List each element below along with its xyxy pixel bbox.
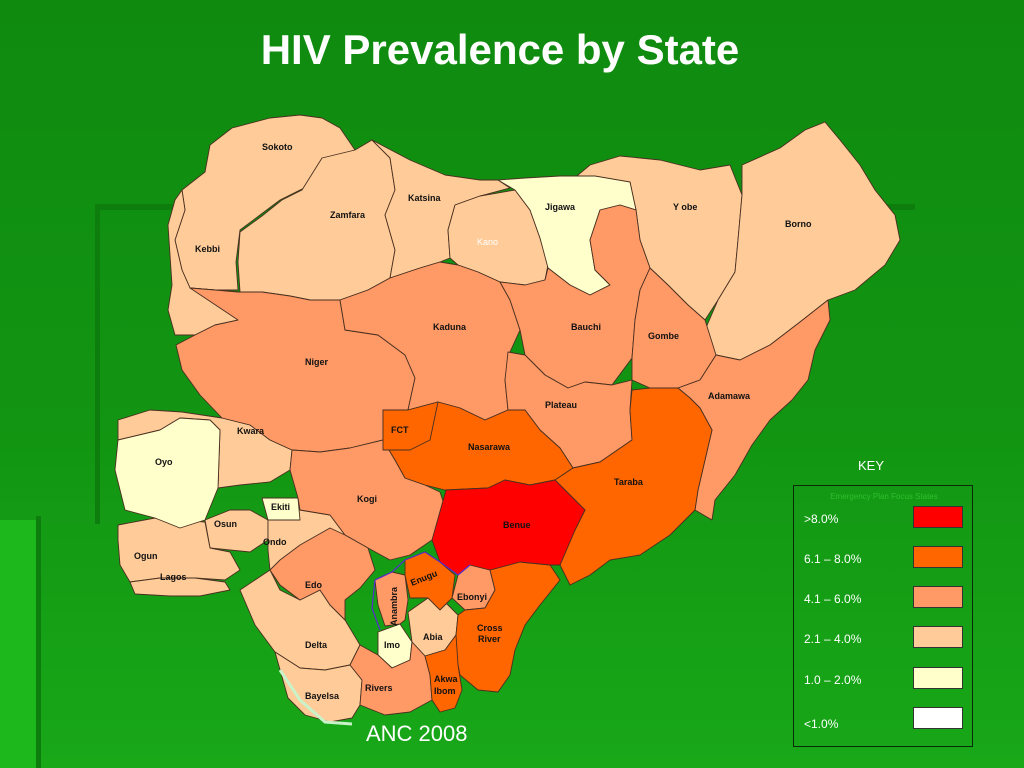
legend-label: 2.1 – 4.0% — [804, 632, 862, 646]
state-ekiti — [261, 497, 301, 521]
label-plateau: Plateau — [545, 400, 577, 410]
legend-label: >8.0% — [804, 512, 839, 526]
state-osun — [204, 509, 269, 553]
label-yobe: Y obe — [673, 202, 697, 212]
legend-row: 2.1 – 4.0% — [794, 626, 974, 652]
label-benue: Benue — [503, 520, 531, 530]
label-anambra: Anambra — [389, 586, 399, 626]
label-imo: Imo — [384, 640, 401, 650]
slide-title: HIV Prevalence by State — [260, 26, 740, 73]
state-edo — [269, 527, 376, 621]
legend-swatch — [913, 546, 963, 568]
label-abia: Abia — [423, 632, 443, 642]
background-accent — [0, 520, 38, 768]
label-jigawa: Jigawa — [545, 202, 576, 212]
label-cross-river-line1: Cross — [477, 623, 503, 633]
legend-swatch — [913, 586, 963, 608]
label-oyo: Oyo — [155, 457, 173, 467]
label-delta: Delta — [305, 640, 328, 650]
state-akwa-ibom — [424, 634, 463, 713]
label-niger: Niger — [305, 357, 329, 367]
label-rivers: Rivers — [365, 683, 393, 693]
state-fct — [382, 401, 439, 451]
label-nasarawa: Nasarawa — [468, 442, 511, 452]
label-ondo: Ondo — [263, 537, 287, 547]
label-kebbi: Kebbi — [195, 244, 220, 254]
legend-row: 6.1 – 8.0% — [794, 546, 974, 572]
label-borno: Borno — [785, 219, 812, 229]
label-fct: FCT — [391, 425, 409, 435]
label-gombe: Gombe — [648, 331, 679, 341]
state-cross-river — [454, 561, 561, 693]
label-kano: Kano — [477, 237, 498, 247]
state-labels: Sokoto Zamfara Katsina Kano Jigawa Y obe… — [134, 142, 812, 701]
legend-row: >8.0% — [794, 506, 974, 532]
label-kaduna: Kaduna — [433, 322, 467, 332]
label-edo: Edo — [305, 580, 323, 590]
label-sokoto: Sokoto — [262, 142, 293, 152]
label-zamfara: Zamfara — [330, 210, 366, 220]
label-akwa-ibom-line1: Akwa — [434, 674, 459, 684]
focus-state-outline — [371, 551, 471, 631]
legend-swatch — [913, 707, 963, 729]
legend-label: 1.0 – 2.0% — [804, 673, 862, 687]
label-akwa-ibom-line2: Ibom — [434, 686, 456, 696]
coastline-shore — [278, 669, 353, 726]
key-title: KEY — [858, 458, 885, 473]
label-lagos: Lagos — [160, 572, 187, 582]
label-ekiti: Ekiti — [271, 502, 290, 512]
legend-swatch — [913, 506, 963, 528]
state-borno — [704, 121, 901, 361]
legend-swatch — [913, 667, 963, 689]
map-caption: ANC 2008 — [366, 721, 468, 746]
background-frame-line — [36, 516, 41, 768]
legend-box: Emergency Plan Focus States >8.0% 6.1 – … — [793, 485, 973, 747]
state-lagos — [129, 577, 231, 597]
state-ogun — [117, 517, 241, 583]
label-kwara: Kwara — [237, 426, 265, 436]
label-bauchi: Bauchi — [571, 322, 601, 332]
legend-row: 1.0 – 2.0% — [794, 667, 974, 693]
label-ebonyi: Ebonyi — [457, 592, 487, 602]
legend-subtitle: Emergency Plan Focus States — [830, 492, 938, 501]
label-ogun: Ogun — [134, 551, 158, 561]
background-frame-line — [95, 204, 100, 524]
legend-row: <1.0% — [794, 707, 974, 733]
label-adamawa: Adamawa — [708, 391, 751, 401]
state-anambra — [374, 571, 409, 627]
label-taraba: Taraba — [614, 477, 644, 487]
label-katsina: Katsina — [408, 193, 442, 203]
label-osun: Osun — [214, 519, 237, 529]
legend-swatch — [913, 626, 963, 648]
legend-label: 6.1 – 8.0% — [804, 552, 862, 566]
legend-row: 4.1 – 6.0% — [794, 586, 974, 612]
state-oyo — [114, 417, 221, 529]
label-kogi: Kogi — [357, 494, 377, 504]
legend-label: <1.0% — [804, 717, 839, 731]
legend-label: 4.1 – 6.0% — [804, 592, 862, 606]
label-cross-river-line2: River — [478, 634, 501, 644]
label-bayelsa: Bayelsa — [305, 691, 340, 701]
